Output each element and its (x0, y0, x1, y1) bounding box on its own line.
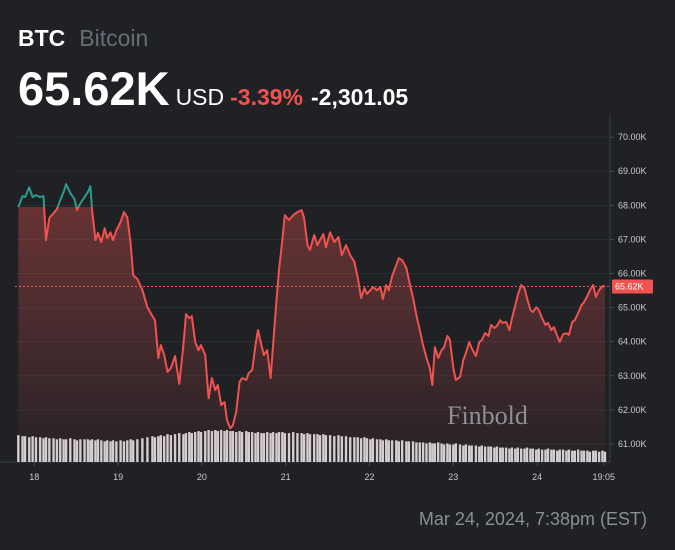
y-tick-label: 61.00K (618, 439, 647, 449)
x-tick-label: 18 (29, 472, 39, 482)
y-tick-label: 66.00K (618, 269, 647, 279)
y-tick-label: 68.00K (618, 200, 647, 210)
price-area (18, 207, 605, 462)
price-label-box (612, 279, 653, 294)
currency: USD (176, 84, 225, 110)
volume-bar (17, 435, 20, 462)
asset-name: Bitcoin (79, 25, 148, 51)
data-layer: 65.62K (15, 183, 653, 462)
x-tick-label: 23 (448, 472, 458, 482)
x-tick-label: 20 (197, 472, 207, 482)
x-tick-label: 22 (364, 472, 374, 482)
y-tick-label: 64.00K (618, 337, 647, 347)
x-tick-label: 19 (113, 472, 123, 482)
x-tick-label: 24 (532, 472, 542, 482)
y-tick-label: 65.00K (618, 303, 647, 313)
text-layer: BTC Bitcoin 65.62K USD -3.39% -2,301.05 … (18, 25, 647, 529)
y-tick-label: 62.00K (618, 405, 647, 415)
y-tick-label: 69.00K (618, 166, 647, 176)
price-label: 65.62K (615, 281, 644, 291)
timestamp: Mar 24, 2024, 7:38pm (EST) (419, 509, 647, 529)
y-tick-label: 70.00K (618, 132, 647, 142)
price: 65.62K (18, 62, 170, 115)
y-tick-label: 67.00K (618, 234, 647, 244)
y-tick-label: 63.00K (618, 371, 647, 381)
change: -2,301.05 (311, 84, 408, 110)
x-tick-label: 19:05 (592, 472, 615, 482)
watermark: Finbold (447, 401, 528, 430)
symbol: BTC (18, 25, 65, 51)
price-line-down (18, 207, 606, 430)
x-tick-label: 21 (281, 472, 291, 482)
change-percent: -3.39% (230, 84, 303, 110)
